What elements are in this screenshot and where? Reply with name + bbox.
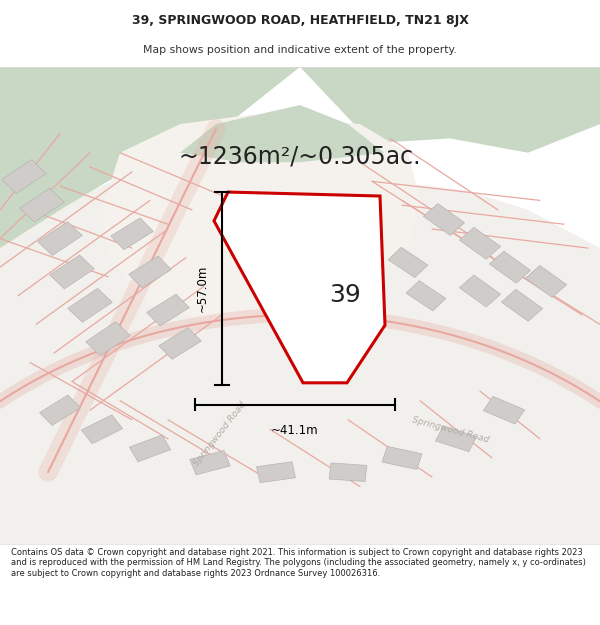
Polygon shape	[0, 67, 300, 248]
Text: Springwood Road: Springwood Road	[410, 415, 490, 444]
Polygon shape	[50, 255, 94, 289]
Polygon shape	[128, 256, 172, 288]
Polygon shape	[102, 114, 420, 324]
Polygon shape	[484, 396, 524, 424]
Polygon shape	[526, 266, 566, 298]
Text: 39, SPRINGWOOD ROAD, HEATHFIELD, TN21 8JX: 39, SPRINGWOOD ROAD, HEATHFIELD, TN21 8J…	[131, 14, 469, 26]
Polygon shape	[460, 275, 500, 307]
Text: Map shows position and indicative extent of the property.: Map shows position and indicative extent…	[143, 45, 457, 55]
Polygon shape	[146, 294, 190, 326]
Polygon shape	[68, 288, 112, 322]
Polygon shape	[82, 415, 122, 444]
Polygon shape	[502, 289, 542, 321]
Polygon shape	[382, 446, 422, 469]
Polygon shape	[257, 462, 295, 482]
Polygon shape	[214, 192, 385, 382]
Polygon shape	[406, 281, 446, 311]
Text: ~57.0m: ~57.0m	[196, 265, 209, 312]
Text: 39: 39	[329, 283, 361, 308]
Polygon shape	[130, 435, 170, 462]
Polygon shape	[0, 152, 600, 544]
Polygon shape	[388, 248, 428, 278]
Polygon shape	[158, 328, 202, 359]
Polygon shape	[180, 105, 384, 162]
Polygon shape	[460, 228, 500, 259]
Text: ~1236m²/~0.305ac.: ~1236m²/~0.305ac.	[179, 144, 421, 168]
Polygon shape	[20, 188, 64, 222]
Polygon shape	[2, 159, 46, 194]
Text: ~41.1m: ~41.1m	[271, 424, 319, 437]
Text: Contains OS data © Crown copyright and database right 2021. This information is : Contains OS data © Crown copyright and d…	[11, 548, 586, 578]
Polygon shape	[38, 222, 82, 256]
Polygon shape	[110, 218, 154, 249]
Polygon shape	[490, 251, 530, 283]
Polygon shape	[424, 204, 464, 236]
Polygon shape	[190, 451, 230, 475]
Text: Springwood Road: Springwood Road	[192, 401, 248, 469]
Polygon shape	[329, 463, 367, 481]
Polygon shape	[86, 322, 130, 356]
Polygon shape	[436, 426, 476, 452]
Polygon shape	[300, 67, 600, 152]
Polygon shape	[40, 395, 80, 426]
